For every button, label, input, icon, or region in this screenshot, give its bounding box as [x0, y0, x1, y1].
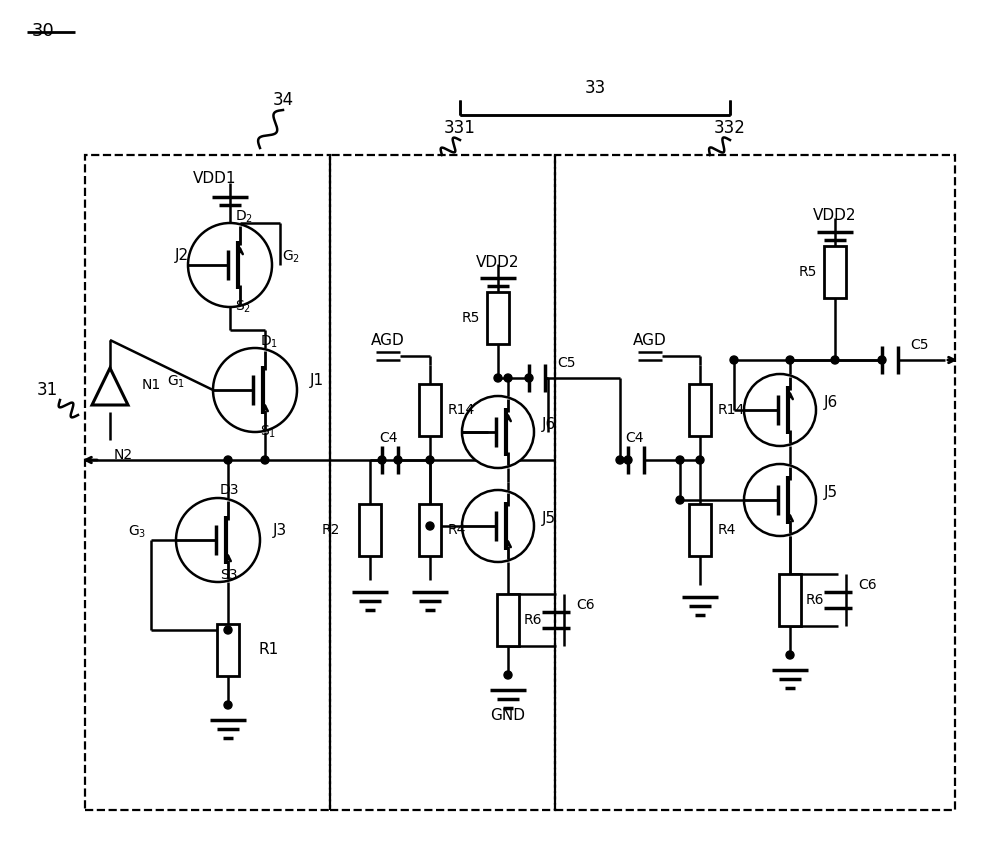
- Text: J3: J3: [273, 523, 287, 537]
- Circle shape: [426, 456, 434, 464]
- Text: R6: R6: [806, 593, 824, 607]
- Bar: [497, 594, 519, 646]
- Text: VDD1: VDD1: [193, 171, 237, 185]
- Text: S$_2$: S$_2$: [235, 299, 251, 315]
- Bar: [85, 155, 330, 810]
- Text: J1: J1: [310, 373, 324, 387]
- Text: 34: 34: [272, 91, 294, 109]
- Circle shape: [224, 701, 232, 709]
- Text: C6: C6: [858, 578, 877, 592]
- Text: G$_3$: G$_3$: [128, 524, 146, 540]
- Polygon shape: [92, 368, 128, 405]
- Bar: [217, 624, 239, 676]
- Circle shape: [504, 671, 512, 679]
- Text: S$_1$: S$_1$: [260, 424, 276, 440]
- Text: 31: 31: [36, 381, 58, 399]
- Text: GND: GND: [490, 708, 526, 722]
- Text: D$_1$: D$_1$: [260, 333, 278, 351]
- Text: C6: C6: [576, 598, 595, 612]
- Circle shape: [224, 626, 232, 634]
- Bar: [419, 504, 441, 556]
- Text: S3: S3: [220, 568, 238, 582]
- Text: 33: 33: [584, 79, 606, 97]
- Bar: [419, 384, 441, 436]
- Text: 332: 332: [714, 119, 746, 137]
- Text: D$_2$: D$_2$: [235, 209, 253, 225]
- Text: R4: R4: [448, 523, 466, 537]
- Text: N2: N2: [114, 448, 133, 462]
- Circle shape: [676, 496, 684, 504]
- Circle shape: [616, 456, 624, 464]
- Text: R5: R5: [799, 265, 817, 279]
- Bar: [359, 504, 381, 556]
- Circle shape: [426, 522, 434, 530]
- Text: J2: J2: [175, 248, 189, 262]
- Text: C5: C5: [557, 356, 576, 370]
- Circle shape: [525, 374, 533, 382]
- Circle shape: [462, 490, 534, 562]
- Text: AGD: AGD: [633, 333, 667, 347]
- Circle shape: [394, 456, 402, 464]
- Circle shape: [786, 356, 794, 364]
- Circle shape: [462, 396, 534, 468]
- Circle shape: [744, 374, 816, 446]
- Circle shape: [730, 356, 738, 364]
- Text: N1: N1: [142, 378, 161, 392]
- Text: AGD: AGD: [371, 333, 405, 347]
- Circle shape: [786, 651, 794, 659]
- Circle shape: [676, 456, 684, 464]
- Text: J5: J5: [824, 484, 838, 500]
- Text: VDD2: VDD2: [476, 255, 520, 269]
- Circle shape: [504, 374, 512, 382]
- Text: C5: C5: [910, 338, 928, 352]
- Circle shape: [176, 498, 260, 582]
- Text: VDD2: VDD2: [813, 207, 857, 223]
- Bar: [689, 384, 711, 436]
- Text: 30: 30: [32, 22, 55, 40]
- Circle shape: [261, 456, 269, 464]
- Circle shape: [224, 456, 232, 464]
- Bar: [824, 246, 846, 298]
- Text: J5: J5: [542, 511, 556, 525]
- Text: G$_2$: G$_2$: [282, 249, 300, 265]
- Bar: [487, 292, 509, 344]
- Bar: [330, 155, 555, 810]
- Text: R14: R14: [718, 403, 745, 417]
- Text: R1: R1: [258, 643, 278, 657]
- Text: R2: R2: [322, 523, 340, 537]
- Circle shape: [744, 464, 816, 536]
- Circle shape: [213, 348, 297, 432]
- Text: J6: J6: [542, 417, 556, 432]
- Circle shape: [188, 223, 272, 307]
- Circle shape: [831, 356, 839, 364]
- Text: C4: C4: [379, 431, 397, 445]
- Circle shape: [378, 456, 386, 464]
- Text: R6: R6: [524, 613, 542, 627]
- Text: C4: C4: [625, 431, 643, 445]
- Circle shape: [696, 456, 704, 464]
- Bar: [689, 504, 711, 556]
- Circle shape: [494, 374, 502, 382]
- Text: J6: J6: [824, 394, 838, 410]
- Text: R14: R14: [448, 403, 475, 417]
- Circle shape: [878, 356, 886, 364]
- Text: G$_1$: G$_1$: [167, 374, 185, 390]
- Text: R5: R5: [462, 311, 480, 325]
- Text: D3: D3: [220, 483, 240, 497]
- Bar: [779, 574, 801, 626]
- Bar: [555, 155, 955, 810]
- Text: 331: 331: [444, 119, 476, 137]
- Circle shape: [624, 456, 632, 464]
- Text: R4: R4: [718, 523, 736, 537]
